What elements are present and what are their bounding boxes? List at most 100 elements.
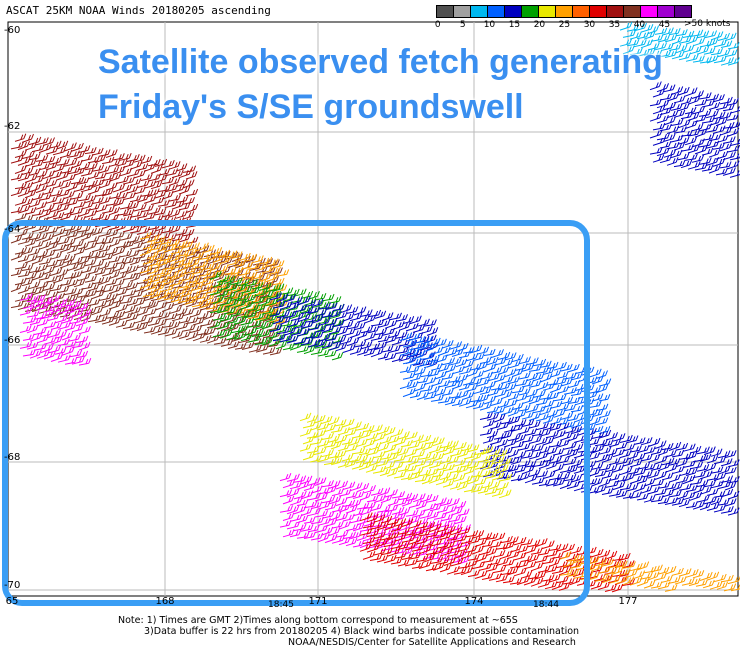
wind-barb bbox=[500, 358, 514, 368]
wind-barb bbox=[77, 194, 91, 202]
wind-barb bbox=[178, 330, 191, 340]
wind-barb bbox=[150, 196, 165, 205]
wind-barb bbox=[21, 198, 34, 207]
lon-label-168: 168 bbox=[155, 596, 175, 607]
wind-barb bbox=[307, 323, 321, 331]
wind-barb bbox=[171, 184, 185, 193]
wind-barb bbox=[189, 324, 203, 334]
wind-barb bbox=[17, 156, 31, 166]
wind-barb bbox=[591, 393, 604, 402]
wind-barb bbox=[677, 102, 690, 112]
wind-barb bbox=[142, 256, 155, 265]
wind-barb bbox=[17, 285, 31, 294]
legend-tick-label: 5 bbox=[459, 20, 466, 30]
wind-barb bbox=[42, 137, 55, 146]
wind-barb bbox=[458, 382, 471, 391]
wind-barb bbox=[198, 299, 212, 309]
wind-barb bbox=[199, 335, 212, 343]
wind-barb bbox=[70, 270, 83, 279]
wind-barb bbox=[395, 314, 408, 322]
wind-barb bbox=[486, 356, 499, 366]
wind-barb bbox=[594, 438, 608, 447]
wind-barb bbox=[570, 405, 584, 413]
wind-barb bbox=[140, 300, 155, 309]
wind-barb bbox=[35, 201, 48, 210]
wind-barb bbox=[108, 191, 122, 200]
legend-swatch bbox=[606, 5, 624, 18]
wind-barb bbox=[56, 253, 70, 262]
wind-barb bbox=[668, 43, 682, 51]
wind-barb bbox=[105, 293, 118, 303]
wind-barb bbox=[339, 320, 354, 329]
wind-barb bbox=[119, 167, 133, 177]
wind-barb bbox=[147, 318, 161, 327]
wind-barb bbox=[143, 212, 156, 220]
wind-barb bbox=[279, 301, 293, 310]
wind-barb bbox=[56, 171, 70, 181]
wind-barb bbox=[219, 281, 232, 291]
wind-barb bbox=[101, 188, 114, 197]
wind-barb bbox=[35, 184, 48, 194]
wind-barb bbox=[80, 265, 93, 274]
footnote-line-2: 3)Data buffer is 22 hrs from 20180205 4)… bbox=[144, 626, 580, 637]
legend-swatch bbox=[589, 5, 607, 18]
wind-barb bbox=[157, 327, 171, 336]
wind-barb bbox=[682, 474, 696, 485]
wind-barb bbox=[272, 283, 285, 292]
wind-barb bbox=[458, 398, 472, 407]
wind-barb bbox=[549, 383, 563, 393]
wind-barb bbox=[129, 273, 142, 282]
wind-barb bbox=[710, 466, 724, 474]
wind-barb bbox=[483, 395, 497, 405]
wind-barb bbox=[335, 311, 348, 320]
wind-barb bbox=[304, 315, 318, 323]
wind-barb bbox=[360, 309, 373, 317]
wind-barb bbox=[45, 195, 58, 204]
wind-barb bbox=[98, 149, 111, 157]
wind-barb bbox=[535, 397, 549, 406]
wind-barb bbox=[219, 255, 232, 265]
wind-barb bbox=[73, 246, 86, 256]
wind-barb bbox=[73, 183, 87, 192]
wind-barb bbox=[184, 266, 197, 275]
wind-barb bbox=[476, 378, 490, 387]
wind-barb bbox=[119, 249, 133, 258]
wind-barb bbox=[129, 194, 142, 203]
overlay-title-line-1: Satellite observed fetch generating bbox=[98, 43, 663, 81]
wind-barb bbox=[84, 258, 97, 267]
wind-barb bbox=[98, 165, 111, 174]
wind-barb bbox=[115, 175, 130, 184]
legend-swatch bbox=[674, 5, 692, 18]
wind-barb bbox=[181, 240, 194, 249]
wind-barb bbox=[112, 183, 126, 193]
wind-barb bbox=[31, 271, 45, 281]
wind-barb bbox=[416, 318, 430, 327]
wind-barb bbox=[202, 244, 215, 254]
wind-barb bbox=[195, 260, 209, 269]
wind-barb bbox=[126, 265, 139, 274]
wind-barb bbox=[28, 136, 42, 146]
wind-barb bbox=[49, 189, 63, 197]
wind-barb bbox=[472, 401, 485, 410]
wind-barb bbox=[605, 432, 618, 441]
wind-barb bbox=[101, 156, 115, 165]
wind-barb bbox=[293, 336, 308, 345]
wind-barb bbox=[182, 211, 195, 220]
wind-barb bbox=[360, 341, 373, 350]
wind-barb bbox=[570, 372, 583, 381]
wind-barb bbox=[150, 180, 163, 190]
wind-speed-legend: 0 5 10 15 20 25 30 35 40 45 bbox=[435, 5, 692, 32]
wind-barb bbox=[230, 308, 243, 318]
wind-barb bbox=[377, 319, 391, 328]
wind-barb bbox=[192, 332, 206, 342]
wind-barb bbox=[147, 188, 160, 198]
wind-barb bbox=[546, 409, 559, 418]
wind-barb bbox=[216, 289, 229, 297]
wind-barb bbox=[636, 444, 650, 454]
wind-barb bbox=[17, 204, 31, 214]
wind-barb bbox=[139, 264, 153, 274]
legend-swatch bbox=[453, 5, 471, 18]
wind-barb bbox=[591, 425, 604, 433]
wind-barb bbox=[80, 168, 94, 177]
wind-barb bbox=[126, 249, 140, 259]
